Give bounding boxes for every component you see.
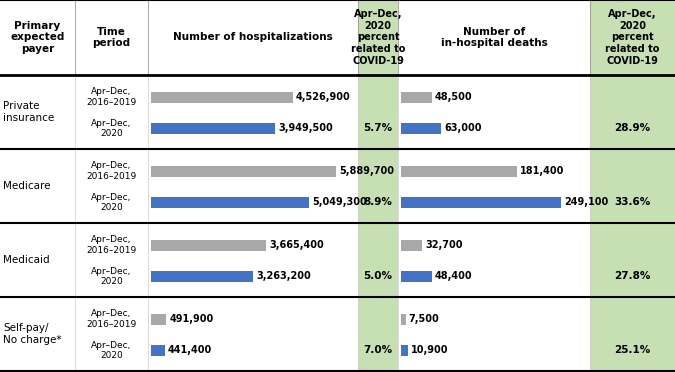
Bar <box>151 240 266 251</box>
Text: 27.8%: 27.8% <box>614 271 651 281</box>
Text: 3,949,500: 3,949,500 <box>278 123 333 133</box>
Text: Private
insurance: Private insurance <box>3 101 54 123</box>
Text: Time
period: Time period <box>92 27 130 48</box>
Text: Apr–Dec,
2020: Apr–Dec, 2020 <box>91 119 132 138</box>
Text: 7,500: 7,500 <box>409 314 439 324</box>
Bar <box>151 92 293 103</box>
Bar <box>151 166 336 177</box>
Text: Number of hospitalizations: Number of hospitalizations <box>173 32 333 42</box>
Bar <box>401 271 432 282</box>
Text: 28.9%: 28.9% <box>614 123 651 133</box>
Text: 5,889,700: 5,889,700 <box>339 166 394 176</box>
Bar <box>151 345 165 356</box>
Bar <box>401 314 406 325</box>
Text: 33.6%: 33.6% <box>614 197 651 207</box>
Text: Apr–Dec,
2016–2019: Apr–Dec, 2016–2019 <box>86 310 136 329</box>
Text: Apr–Dec,
2020: Apr–Dec, 2020 <box>91 193 132 212</box>
Text: Medicaid: Medicaid <box>3 255 50 265</box>
Text: 5.7%: 5.7% <box>363 123 393 133</box>
Text: 63,000: 63,000 <box>444 123 482 133</box>
Bar <box>401 345 408 356</box>
Text: Number of
in-hospital deaths: Number of in-hospital deaths <box>441 27 547 48</box>
Text: 8.9%: 8.9% <box>364 197 392 207</box>
Bar <box>151 197 309 208</box>
Bar <box>151 123 275 134</box>
Text: Apr–Dec,
2016–2019: Apr–Dec, 2016–2019 <box>86 161 136 181</box>
Bar <box>151 271 253 282</box>
Bar <box>401 92 432 103</box>
Text: 249,100: 249,100 <box>564 197 608 207</box>
Text: Apr–Dec,
2020
percent
related to
COVID-19: Apr–Dec, 2020 percent related to COVID-1… <box>605 9 659 66</box>
Text: Self-pay/
No charge*: Self-pay/ No charge* <box>3 323 61 345</box>
Bar <box>590 0 675 372</box>
Text: 32,700: 32,700 <box>425 240 462 250</box>
Text: 25.1%: 25.1% <box>614 345 651 355</box>
Text: 4,526,900: 4,526,900 <box>296 92 351 102</box>
Text: 5,049,300: 5,049,300 <box>313 197 367 207</box>
Text: Apr–Dec,
2020: Apr–Dec, 2020 <box>91 267 132 286</box>
Bar <box>358 0 398 372</box>
Text: 48,500: 48,500 <box>435 92 472 102</box>
Bar <box>401 240 422 251</box>
Text: 7.0%: 7.0% <box>363 345 393 355</box>
Text: Apr–Dec,
2016–2019: Apr–Dec, 2016–2019 <box>86 87 136 107</box>
Text: 3,263,200: 3,263,200 <box>256 271 311 281</box>
Text: 3,665,400: 3,665,400 <box>269 240 324 250</box>
Text: 48,400: 48,400 <box>435 271 472 281</box>
Text: Apr–Dec,
2020
percent
related to
COVID-19: Apr–Dec, 2020 percent related to COVID-1… <box>351 9 405 66</box>
Text: 181,400: 181,400 <box>520 166 565 176</box>
Text: Apr–Dec,
2020: Apr–Dec, 2020 <box>91 341 132 360</box>
Text: 10,900: 10,900 <box>411 345 448 355</box>
Bar <box>151 314 167 325</box>
Text: 441,400: 441,400 <box>168 345 212 355</box>
Bar <box>401 123 441 134</box>
Text: 491,900: 491,900 <box>169 314 214 324</box>
Text: Medicare: Medicare <box>3 181 51 191</box>
Text: Primary
expected
payer: Primary expected payer <box>10 21 65 54</box>
Text: Apr–Dec,
2016–2019: Apr–Dec, 2016–2019 <box>86 235 136 255</box>
Text: 5.0%: 5.0% <box>364 271 392 281</box>
Bar <box>401 197 561 208</box>
Bar <box>401 166 517 177</box>
